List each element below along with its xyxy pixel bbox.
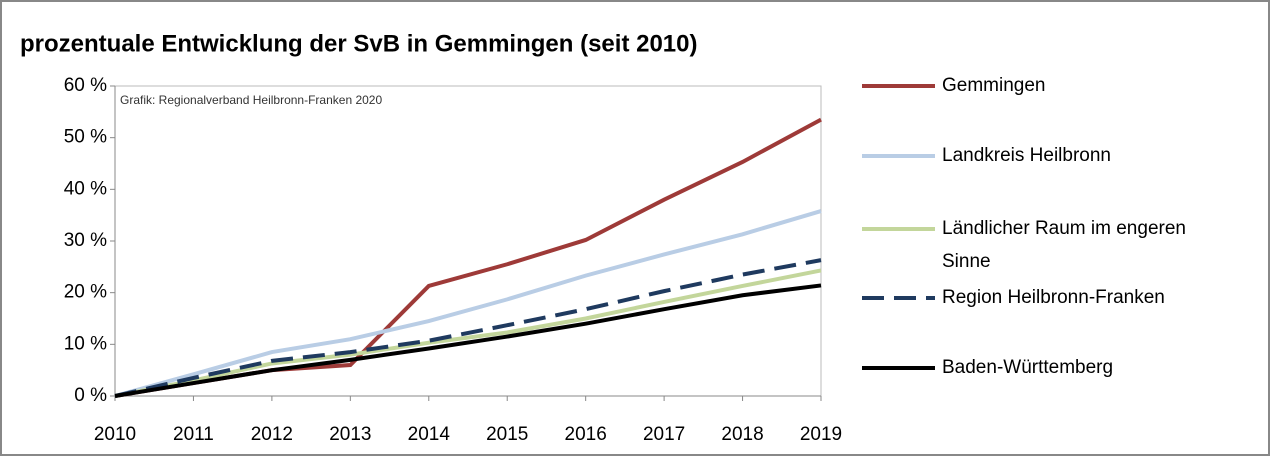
x-tick-label: 2011 (173, 424, 214, 445)
x-tick-label: 2017 (643, 424, 685, 445)
legend-label: Gemmingen (942, 75, 1046, 96)
y-tick-label: 60 % (64, 75, 107, 96)
chart-title: prozentuale Entwicklung der SvB in Gemmi… (20, 30, 697, 57)
legend-label: Baden-Württemberg (942, 357, 1114, 378)
series-line (114, 283, 822, 398)
x-tick-label: 2015 (486, 424, 528, 445)
series-line (114, 258, 822, 398)
y-tick-label: 40 % (64, 178, 107, 199)
x-tick-label: 2018 (721, 424, 763, 445)
annotation: Grafik: Regionalverband Heilbronn-Franke… (120, 93, 382, 107)
y-tick-label: 0 % (74, 385, 107, 406)
legend-label: Landkreis Heilbronn (942, 145, 1111, 166)
legend-label: Region Heilbronn-Franken (942, 287, 1165, 308)
x-tick-label: 2014 (408, 424, 451, 445)
x-tick-label: 2019 (800, 424, 842, 445)
x-tick-label: 2016 (565, 424, 607, 445)
x-tick-label: 2010 (94, 424, 136, 445)
legend-label: Ländlicher Raum im engeren Sinne (942, 218, 1186, 272)
x-tick-label: 2012 (251, 424, 293, 445)
series-line (114, 209, 822, 398)
y-tick-label: 30 % (64, 230, 107, 251)
y-tick-label: 10 % (64, 333, 107, 354)
x-tick-label: 2013 (329, 424, 371, 445)
y-tick-label: 20 % (64, 282, 107, 303)
y-tick-label: 50 % (64, 127, 107, 148)
series-line (114, 268, 822, 398)
